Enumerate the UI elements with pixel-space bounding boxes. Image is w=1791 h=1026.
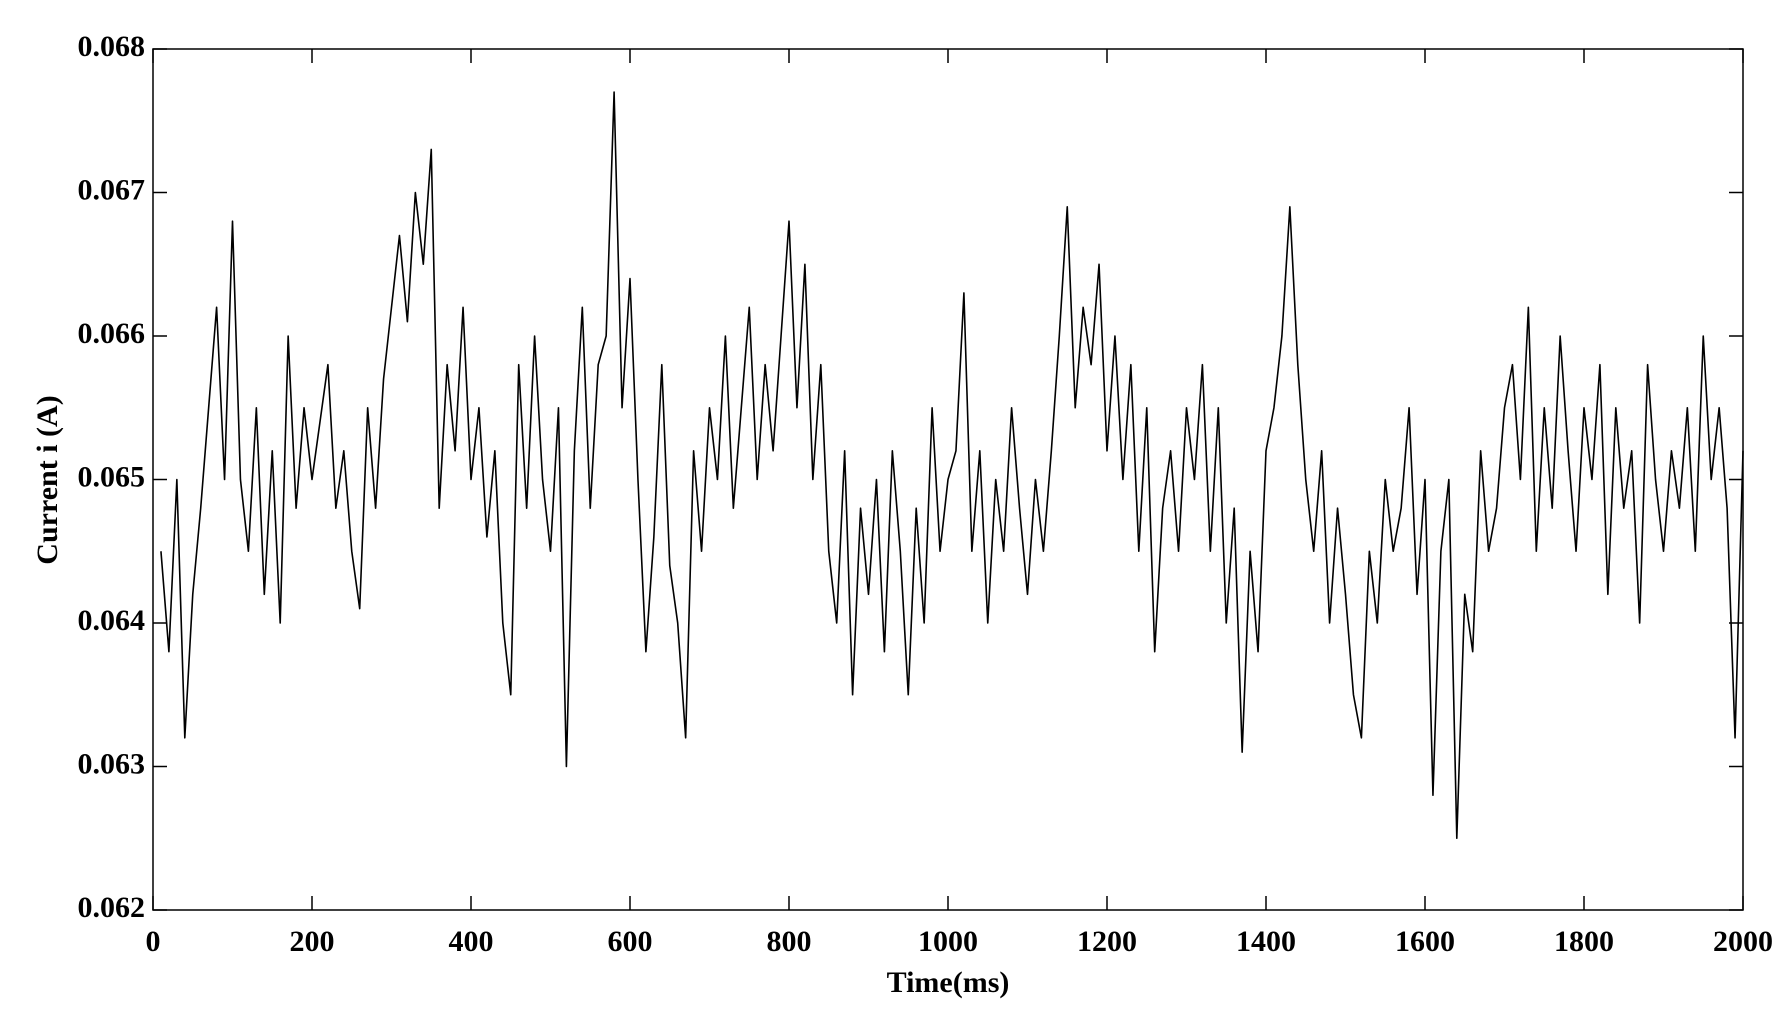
x-tick-label: 1600	[1395, 925, 1455, 958]
y-axis-label: Current i (A)	[31, 395, 64, 564]
x-tick-label: 600	[608, 925, 653, 958]
y-tick-label: 0.068	[78, 30, 146, 63]
x-tick-label: 1000	[918, 925, 978, 958]
x-tick-label: 1400	[1236, 925, 1296, 958]
x-tick-label: 1200	[1077, 925, 1137, 958]
x-tick-label: 400	[449, 925, 494, 958]
x-axis-label: Time(ms)	[887, 966, 1010, 999]
y-tick-label: 0.062	[78, 891, 146, 924]
y-tick-label: 0.065	[78, 460, 146, 493]
y-tick-label: 0.067	[78, 173, 146, 206]
x-tick-label: 1800	[1554, 925, 1614, 958]
x-tick-label: 800	[767, 925, 812, 958]
x-tick-label: 2000	[1713, 925, 1773, 958]
y-tick-label: 0.066	[78, 317, 146, 350]
x-tick-label: 200	[290, 925, 335, 958]
y-tick-label: 0.063	[78, 747, 146, 780]
data-line	[160, 91, 1744, 840]
x-tick-label: 0	[146, 925, 161, 958]
y-tick-label: 0.064	[78, 604, 146, 637]
